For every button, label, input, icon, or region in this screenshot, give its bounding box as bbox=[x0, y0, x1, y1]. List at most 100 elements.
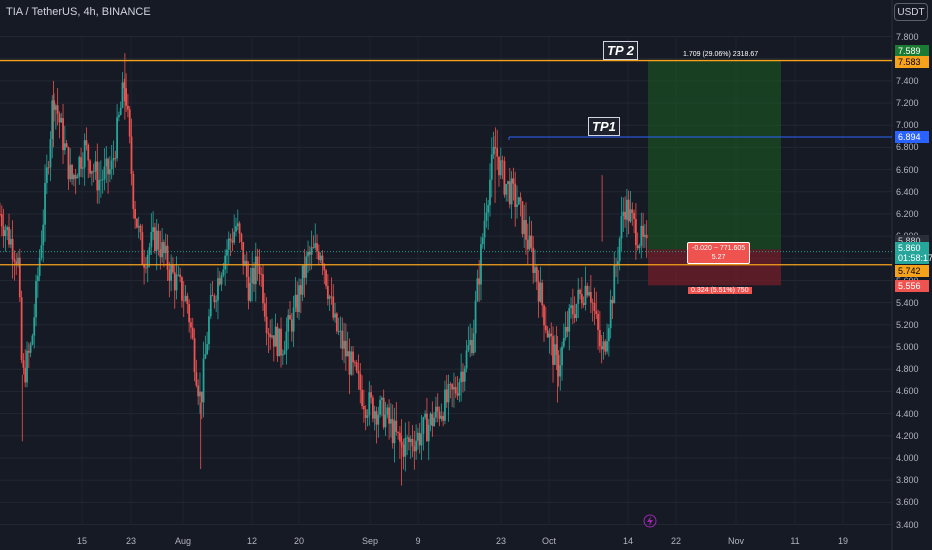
candle-body bbox=[433, 417, 436, 427]
candle-body bbox=[197, 385, 200, 397]
candle-body bbox=[341, 330, 344, 349]
tag-7589: 7.589 bbox=[895, 45, 929, 57]
candle-body bbox=[242, 241, 245, 266]
candle-body bbox=[460, 371, 463, 383]
y-tick-label: 5.400 bbox=[896, 297, 919, 308]
candle-body bbox=[386, 407, 389, 415]
candle-body bbox=[137, 225, 140, 228]
candle-body bbox=[622, 211, 625, 217]
candle-body bbox=[155, 230, 158, 251]
candle-body bbox=[519, 197, 522, 202]
candle-body bbox=[24, 367, 27, 383]
risk-label-line2: 5.27 bbox=[711, 254, 726, 261]
candle-body bbox=[575, 303, 578, 319]
candle-body bbox=[636, 245, 639, 249]
candle-body bbox=[550, 333, 553, 337]
candle-body bbox=[244, 260, 246, 266]
tp2-callout[interactable]: TP 2 bbox=[603, 41, 638, 60]
candle-body bbox=[35, 281, 37, 318]
candle-body bbox=[604, 341, 607, 352]
currency-button[interactable]: USDT bbox=[894, 3, 928, 21]
candle-body bbox=[312, 247, 315, 249]
candle-body bbox=[130, 136, 133, 175]
candle-body bbox=[226, 249, 228, 256]
candle-body bbox=[539, 282, 542, 302]
candle-body bbox=[186, 295, 189, 305]
candle-body bbox=[18, 257, 21, 298]
candle-body bbox=[272, 335, 275, 347]
candle-body bbox=[373, 411, 376, 419]
candle-body bbox=[326, 285, 329, 299]
candle-body bbox=[51, 100, 54, 140]
candle-body bbox=[47, 167, 50, 169]
risk-label-line1: -0.020 − 771.605 bbox=[692, 245, 746, 252]
candle-body bbox=[631, 209, 634, 214]
candle-body bbox=[579, 289, 581, 294]
candle-body bbox=[426, 413, 428, 442]
candle-body bbox=[296, 294, 299, 312]
candle-body bbox=[81, 167, 84, 169]
risk-measure-label: -0.020 − 771.605 5.27 bbox=[687, 242, 751, 264]
candle-body bbox=[384, 414, 387, 428]
candle-body bbox=[141, 232, 144, 265]
candle-body bbox=[640, 225, 643, 247]
candle-body bbox=[231, 240, 234, 243]
candle-body bbox=[224, 255, 227, 270]
tag-6894: 6.894 bbox=[895, 131, 929, 143]
candle-body bbox=[164, 245, 167, 253]
candle-body bbox=[222, 269, 225, 276]
candle-body bbox=[607, 328, 610, 342]
candle-body bbox=[616, 261, 619, 266]
candle-body bbox=[377, 414, 380, 425]
candle-body bbox=[543, 305, 545, 326]
candle-body bbox=[609, 299, 612, 329]
x-tick-label: 9 bbox=[415, 536, 421, 546]
candle-body bbox=[618, 238, 621, 262]
candle-body bbox=[634, 218, 637, 246]
y-tick-label: 3.400 bbox=[896, 519, 919, 530]
candle-body bbox=[471, 340, 473, 354]
candle-body bbox=[361, 389, 363, 407]
candle-body bbox=[379, 399, 381, 415]
x-tick-label: 23 bbox=[495, 536, 507, 546]
candle-body bbox=[26, 350, 28, 383]
candle-body bbox=[353, 362, 356, 363]
candle-body bbox=[472, 333, 475, 354]
candle-body bbox=[96, 161, 99, 191]
candle-body bbox=[371, 397, 374, 419]
candle-body bbox=[391, 419, 394, 444]
candle-body bbox=[292, 307, 295, 332]
candle-body bbox=[467, 345, 470, 351]
candle-body bbox=[593, 302, 596, 312]
candle-body bbox=[561, 346, 563, 366]
y-tick-label: 5.000 bbox=[896, 342, 919, 353]
candle-body bbox=[532, 247, 535, 273]
candle-body bbox=[136, 218, 138, 228]
candle-body bbox=[290, 319, 293, 332]
candle-body bbox=[211, 295, 214, 296]
candle-body bbox=[182, 300, 185, 302]
candle-body bbox=[481, 237, 484, 245]
candle-body bbox=[94, 161, 97, 172]
candle-body bbox=[150, 232, 153, 248]
candle-body bbox=[132, 174, 135, 209]
tp1-callout[interactable]: TP1 bbox=[588, 117, 620, 136]
candle-body bbox=[528, 235, 531, 250]
candle-body bbox=[71, 164, 73, 180]
candle-body bbox=[413, 446, 416, 452]
candle-body bbox=[119, 107, 122, 116]
candle-body bbox=[469, 340, 472, 346]
candle-body bbox=[33, 317, 36, 336]
candle-body bbox=[600, 346, 603, 350]
candle-body bbox=[366, 415, 369, 418]
candle-body bbox=[245, 260, 248, 277]
candle-body bbox=[570, 305, 572, 308]
candle-body bbox=[103, 166, 106, 180]
candle-body bbox=[445, 389, 448, 403]
candle-body bbox=[45, 167, 48, 183]
candle-body bbox=[557, 354, 560, 377]
candle-body bbox=[555, 344, 558, 355]
candle-body bbox=[0, 213, 1, 215]
candle-body bbox=[200, 391, 203, 403]
